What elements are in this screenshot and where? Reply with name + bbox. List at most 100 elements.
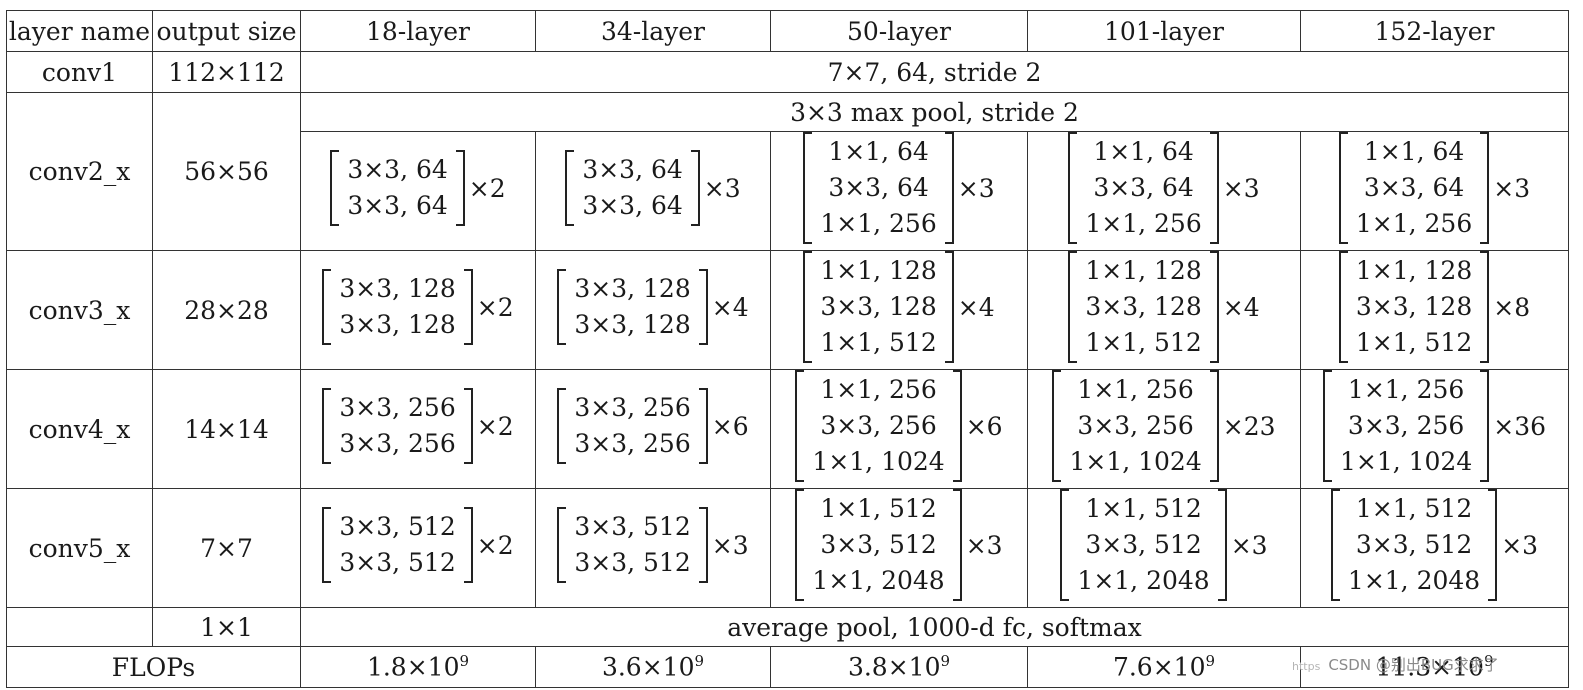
left-bracket [322,388,332,464]
flops-exponent: 9 [1205,652,1216,671]
block-repeat: ×2 [476,411,514,441]
stage-output: 7×7 [152,488,301,608]
block-line: 1×1, 512 [820,494,937,523]
block-line: 1×1, 256 [1077,375,1194,404]
block-line: 1×1, 1024 [812,447,945,476]
block-cell: 3×3, 64 3×3, 64 ×2 [300,131,536,251]
block-cell: 1×1, 128 3×3, 128 1×1, 512 ×4 [770,250,1028,370]
block-cell: 3×3, 256 3×3, 256 ×6 [535,369,771,489]
block-line: 3×3, 64 [347,191,448,220]
block-bracket: 1×1, 256 3×3, 256 1×1, 1024 [1322,370,1490,482]
residual-block: 1×1, 512 3×3, 512 1×1, 2048 ×3 [1330,489,1538,601]
flops-mantissa: 3.8×10 [847,652,941,682]
left-bracket [1330,489,1340,601]
block-line: 1×1, 2048 [1077,566,1210,595]
block-line: 1×1, 1024 [1339,447,1473,476]
flops-exponent: 9 [694,652,705,671]
block-lines: 3×3, 256 3×3, 256 [566,388,698,464]
left-bracket [803,132,813,244]
left-bracket [1322,370,1332,482]
right-bracket [952,489,962,601]
block-lines: 3×3, 64 3×3, 64 [339,150,455,226]
block-line: 3×3, 64 [582,191,683,220]
block-lines: 1×1, 64 3×3, 64 1×1, 256 [812,132,944,244]
block-repeat: ×6 [711,411,749,441]
residual-block: 3×3, 64 3×3, 64 ×3 [565,150,741,226]
stage-output: 14×14 [152,369,301,489]
header-layer-name: layer name [6,10,153,52]
block-repeat: ×4 [957,292,995,322]
right-bracket [944,132,954,244]
block-line: 3×3, 256 [339,429,456,458]
final-row: 1×1 average pool, 1000-d fc, softmax [6,607,1569,647]
stage-row-conv5_x: conv5_x 7×7 3×3, 512 3×3, 512 ×2 3×3, 512 3×3,… [6,488,1569,608]
block-line: 3×3, 128 [574,274,691,303]
block-bracket: 3×3, 512 3×3, 512 [322,507,473,583]
block-lines: 1×1, 256 3×3, 256 1×1, 1024 [1061,370,1209,482]
block-line: 1×1, 128 [1355,256,1473,285]
block-line: 1×1, 1024 [1069,447,1202,476]
header-50-layer: 50-layer [770,10,1028,52]
block-line: 1×1, 128 [1085,256,1202,285]
block-bracket: 1×1, 128 3×3, 128 1×1, 512 [1068,251,1219,363]
block-lines: 1×1, 256 3×3, 256 1×1, 1024 [1332,370,1480,482]
block-bracket: 1×1, 512 3×3, 512 1×1, 2048 [795,489,962,601]
block-line: 3×3, 64 [1093,173,1194,202]
block-line: 1×1, 512 [1355,494,1473,523]
stage-output: 56×56 [152,92,301,251]
block-bracket: 1×1, 64 3×3, 64 1×1, 256 [1338,132,1490,244]
residual-block: 1×1, 64 3×3, 64 1×1, 256 ×3 [803,132,995,244]
residual-block: 3×3, 512 3×3, 512 ×3 [557,507,749,583]
pool-spec: 3×3 max pool, stride 2 [300,92,1569,132]
block-line: 3×3, 512 [574,548,691,577]
block-lines: 1×1, 512 3×3, 512 1×1, 2048 [1340,489,1488,601]
block-cell: 1×1, 256 3×3, 256 1×1, 1024 ×6 [770,369,1028,489]
block-repeat: ×3 [703,173,741,203]
block-line: 3×3, 64 [582,155,683,184]
flops-value: 3.8×109 [770,646,1028,688]
block-repeat: ×3 [965,530,1003,560]
block-line: 3×3, 512 [1355,530,1473,559]
residual-block: 3×3, 128 3×3, 128 ×4 [557,269,749,345]
block-cell: 1×1, 256 3×3, 256 1×1, 1024 ×36 [1300,369,1569,489]
residual-block: 1×1, 512 3×3, 512 1×1, 2048 ×3 [795,489,1003,601]
block-cell: 3×3, 128 3×3, 128 ×4 [535,250,771,370]
block-bracket: 1×1, 128 3×3, 128 1×1, 512 [803,251,954,363]
watermark-prefix: https [1292,660,1321,673]
stage-name: conv5_x [6,488,153,608]
block-repeat: ×36 [1493,411,1547,441]
right-bracket [698,269,708,345]
block-repeat: ×2 [476,292,514,322]
block-lines: 3×3, 128 3×3, 128 [566,269,698,345]
right-bracket [1217,489,1227,601]
block-cell: 1×1, 128 3×3, 128 1×1, 512 ×4 [1027,250,1301,370]
flops-mantissa: 7.6×10 [1112,652,1206,682]
residual-block: 1×1, 256 3×3, 256 1×1, 1024 ×23 [1052,370,1276,482]
final-name-empty [6,607,153,647]
block-cell: 1×1, 128 3×3, 128 1×1, 512 ×8 [1300,250,1569,370]
right-bracket [1480,370,1490,482]
block-bracket: 3×3, 64 3×3, 64 [565,150,700,226]
block-line: 3×3, 256 [1347,411,1465,440]
left-bracket [557,269,567,345]
block-bracket: 1×1, 64 3×3, 64 1×1, 256 [1068,132,1219,244]
conv1-spec: 7×7, 64, stride 2 [300,51,1569,93]
block-repeat: ×8 [1493,292,1531,322]
residual-block: 3×3, 256 3×3, 256 ×2 [322,388,514,464]
left-bracket [565,150,575,226]
stage-row-conv3_x: conv3_x 28×28 3×3, 128 3×3, 128 ×2 3×3, 128 3×… [6,250,1569,370]
right-bracket [952,370,962,482]
left-bracket [322,269,332,345]
flops-row: FLOPs 1.8×109 3.6×109 3.8×109 7.6×109 11.3×10… [6,646,1569,688]
final-output: 1×1 [152,607,301,647]
block-cell: 3×3, 256 3×3, 256 ×2 [300,369,536,489]
flops-exponent: 9 [459,652,470,671]
residual-block: 1×1, 256 3×3, 256 1×1, 1024 ×6 [795,370,1003,482]
stage-output: 28×28 [152,250,301,370]
block-line: 3×3, 64 [1363,173,1465,202]
block-repeat: ×3 [957,173,995,203]
flops-mantissa: 3.6×10 [601,652,695,682]
left-bracket [1068,132,1078,244]
flops-exponent: 9 [940,652,951,671]
block-line: 1×1, 256 [1085,209,1202,238]
